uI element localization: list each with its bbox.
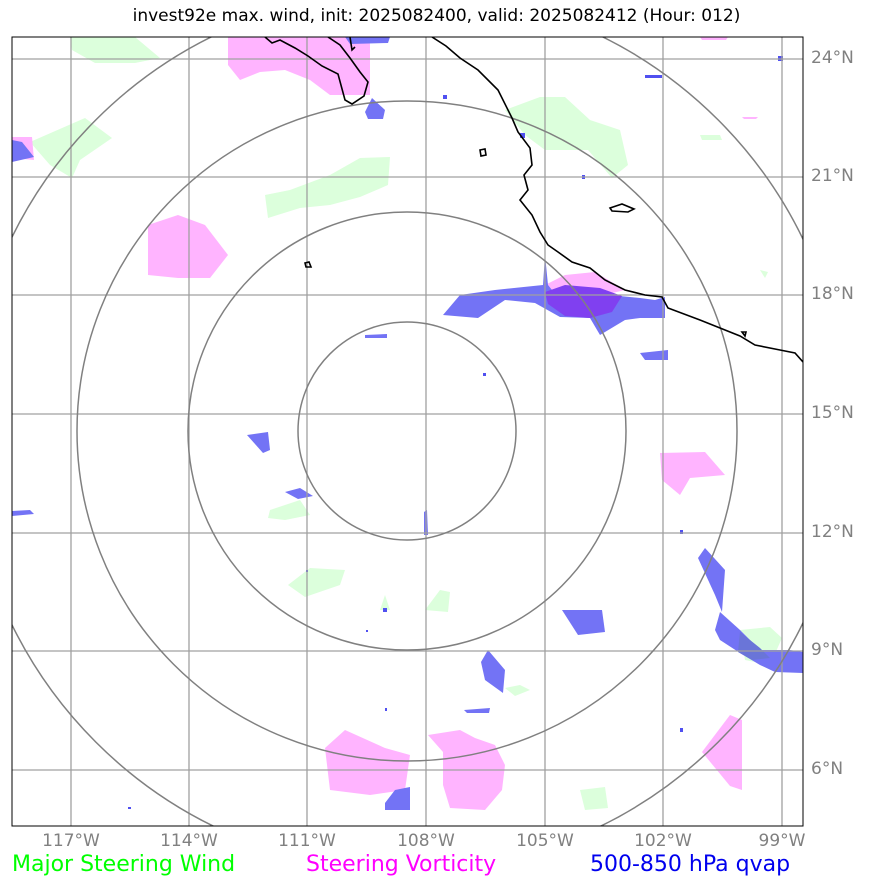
lon-tick-label: 114°W [160,831,218,851]
steering-wind-area [580,787,608,810]
lat-tick-label: 15°N [811,403,854,423]
range-ring [187,211,627,651]
vorticity-area [702,715,742,790]
vorticity-area [325,730,410,795]
vorticity-area [742,117,758,119]
qvap-speck [680,728,683,732]
lat-tick-label: 18°N [811,284,854,304]
qvap-area [481,650,505,693]
island [740,331,748,338]
coastline [264,37,803,363]
legend-steering-wind: Major Steering Wind [12,852,236,877]
steering-wind-area [760,270,768,278]
qvap-area [698,548,725,612]
qvap-speck [128,807,131,809]
lat-tick-label: 9°N [811,640,844,660]
qvap-speck [645,75,662,78]
vorticity-area [228,37,370,95]
steering-wind-area [505,97,628,178]
qvap-area [365,334,387,338]
mainland-coast-north [349,37,356,52]
vorticity-area [700,37,728,40]
lat-tick-label: 6°N [811,759,844,779]
map-area [12,37,803,826]
lon-tick-label: 99°W [758,831,806,851]
steering-wind-area [70,37,160,63]
island [304,261,313,268]
range-ring [297,321,517,541]
small-qvap-specks [128,56,783,809]
qvap-area [247,432,270,453]
qvap-area [12,140,34,162]
qvap-areas [12,37,803,810]
vorticity-area [660,452,725,495]
range-ring [12,37,803,826]
lon-tick-label: 108°W [397,831,455,851]
steering-wind-area [268,500,310,520]
lon-tick-label: 105°W [516,831,574,851]
qvap-area [464,708,490,713]
legend-steering-vorticity: Steering Vorticity [306,852,497,877]
steering-wind-areas [30,37,782,810]
legend-qvap: 500-850 hPa qvap [590,852,791,877]
qvap-speck [483,373,486,376]
qvap-speck [366,630,368,632]
qvap-speck [443,95,447,99]
steering-wind-area [288,568,345,597]
qvap-speck [385,708,387,711]
vorticity-area [148,215,228,278]
range-ring [76,100,738,762]
lat-tick-label: 24°N [811,48,854,68]
range-rings [12,37,803,826]
qvap-area [285,488,313,499]
qvap-speck [680,530,683,534]
steering-wind-area [380,595,390,610]
overlap-areas [545,285,770,660]
qvap-area [385,787,410,810]
steering-wind-area [265,157,390,218]
qvap-area [345,37,390,44]
qvap-area [562,610,605,635]
lat-tick-label: 12°N [811,522,854,542]
qvap-speck [383,608,387,612]
qvap-area [715,612,803,673]
steering-wind-area [700,135,722,140]
lon-tick-label: 117°W [42,831,100,851]
steering-wind-area [425,590,450,612]
mainland-coast [431,37,803,363]
lon-tick-label: 102°W [634,831,692,851]
qvap-area [365,98,385,119]
map-frame [11,36,804,827]
lon-tick-label: 111°W [278,831,336,851]
map-title: invest92e max. wind, init: 2025082400, v… [132,6,741,26]
graticule [12,37,803,826]
qvap-speck [520,133,525,138]
overlap-area [738,632,770,660]
baja-coast [264,37,369,105]
steering-wind-area [505,685,530,696]
lat-tick-label: 21°N [811,166,854,186]
vorticity-areas [12,37,758,810]
qvap-area [640,350,668,360]
island [479,148,487,157]
qvap-area [12,510,34,516]
island [608,203,636,213]
